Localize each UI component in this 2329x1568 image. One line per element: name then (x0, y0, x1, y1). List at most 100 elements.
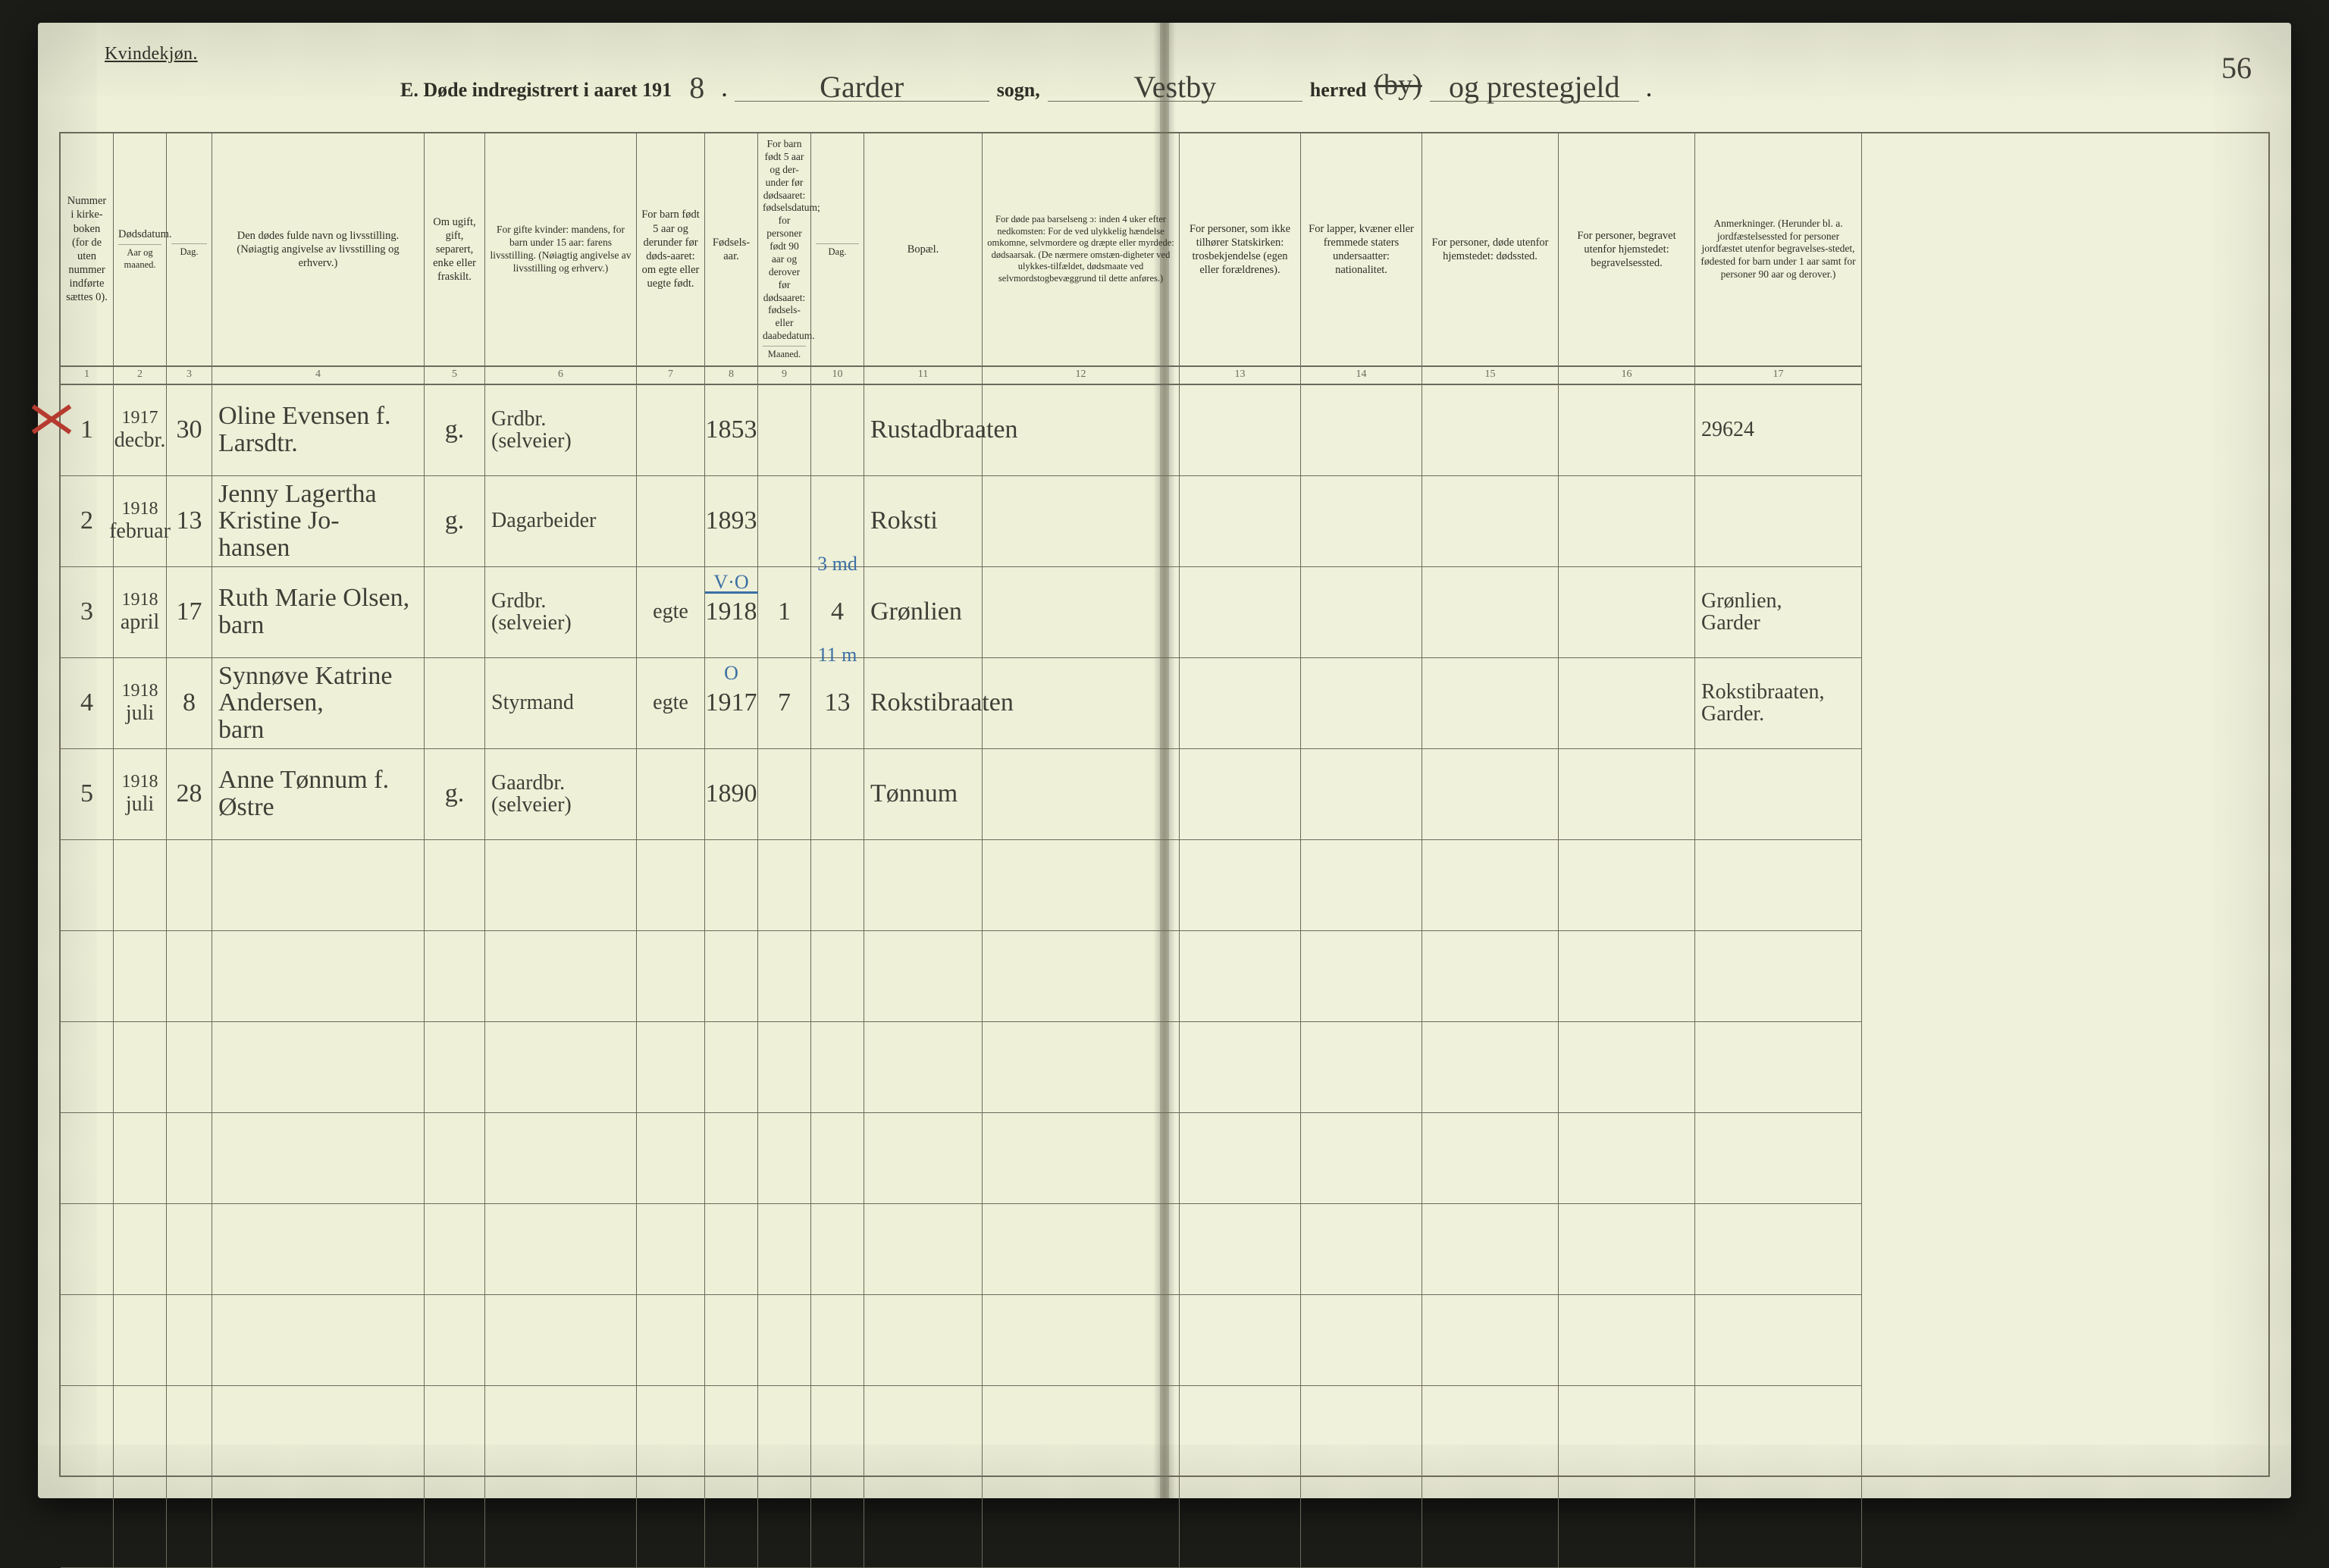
empty-cell (1180, 1204, 1301, 1295)
red-cross-mark (29, 394, 74, 440)
death-day: 17 (167, 567, 212, 658)
nationality (1301, 658, 1422, 749)
empty-cell (114, 1386, 167, 1477)
empty-cell (1301, 1113, 1422, 1204)
birth-month: 1 (758, 567, 811, 658)
empty-cell (1180, 931, 1301, 1022)
empty-cell (114, 1295, 167, 1386)
empty-cell (1422, 1113, 1559, 1204)
empty-cell (864, 1477, 983, 1568)
column-number-row: 1234567891011121314151617 (61, 367, 2268, 385)
empty-cell (1695, 1022, 1862, 1113)
empty-cell (485, 1113, 637, 1204)
column-header-9: For barn født 5 aar og der-under før død… (758, 133, 811, 367)
empty-cell (1422, 931, 1559, 1022)
empty-cell (1695, 1204, 1862, 1295)
empty-cell (485, 1022, 637, 1113)
column-number-3: 3 (167, 367, 212, 385)
empty-cell (758, 840, 811, 931)
column-header-8: Fødsels-aar. (705, 133, 758, 367)
empty-cell (811, 1113, 864, 1204)
burial-place (1559, 749, 1695, 840)
empty-cell (811, 1386, 864, 1477)
column-number-5: 5 (425, 367, 485, 385)
column-header-10: Dag. (811, 133, 864, 367)
empty-cell (1559, 1113, 1695, 1204)
empty-cell (212, 1113, 425, 1204)
empty-cell (811, 1295, 864, 1386)
herred-label: herred (1310, 79, 1367, 102)
column-header-1: Nummer i kirke-boken (for de uten nummer… (61, 133, 114, 367)
empty-cell (425, 1204, 485, 1295)
year-last-digit: 8 (679, 74, 714, 102)
empty-cell (705, 1477, 758, 1568)
occupation: Styrmand (485, 658, 637, 749)
herred-value: Vestby (1048, 74, 1302, 102)
burial-place (1559, 567, 1695, 658)
column-header-label: For personer, som ikke tilhører Statskir… (1184, 222, 1296, 278)
remarks (1695, 476, 1862, 567)
empty-cell (705, 840, 758, 931)
empty-cell (864, 1295, 983, 1386)
empty-cell (864, 1022, 983, 1113)
empty-cell (425, 840, 485, 931)
death-year-month: 1918februar (114, 476, 167, 567)
occupation: Grdbr. (selveier) (485, 385, 637, 476)
empty-cell (425, 1295, 485, 1386)
empty-cell (485, 1204, 637, 1295)
empty-cell (485, 931, 637, 1022)
empty-cell (1559, 1295, 1695, 1386)
empty-cell (1695, 1295, 1862, 1386)
empty-cell (114, 1113, 167, 1204)
empty-cell (864, 1386, 983, 1477)
empty-cell (983, 1477, 1180, 1568)
empty-cell (212, 1477, 425, 1568)
empty-cell (167, 1113, 212, 1204)
empty-cell (1180, 1295, 1301, 1386)
remarks: Rokstibraaten,Garder. (1695, 658, 1862, 749)
empty-cell (425, 1113, 485, 1204)
legitimacy (637, 476, 705, 567)
marital-status: g. (425, 385, 485, 476)
register-table: Nummer i kirke-boken (for de uten nummer… (59, 132, 2270, 1477)
legitimacy (637, 385, 705, 476)
birth-day: 1311 m (811, 658, 864, 749)
empty-cell (114, 1022, 167, 1113)
column-header-label: For personer, døde utenfor hjemstedet: d… (1427, 236, 1553, 263)
empty-cell (212, 1204, 425, 1295)
cause-of-death (983, 658, 1180, 749)
empty-cell (425, 1022, 485, 1113)
birth-year: 1918V·O (705, 567, 758, 658)
empty-cell (811, 1477, 864, 1568)
legitimacy: egte (637, 567, 705, 658)
deceased-name: Synnøve Katrine Andersen,barn (212, 658, 425, 749)
empty-cell (1559, 1022, 1695, 1113)
empty-cell (61, 1204, 114, 1295)
column-number-17: 17 (1695, 367, 1862, 385)
empty-cell (114, 1204, 167, 1295)
empty-cell (983, 931, 1180, 1022)
residence: Rustadbraaten (864, 385, 983, 476)
column-header-label: Den dødes fulde navn og livsstilling. (N… (217, 229, 419, 270)
empty-cell (705, 1022, 758, 1113)
empty-cell (61, 1022, 114, 1113)
empty-cell (61, 931, 114, 1022)
empty-cell (1695, 840, 1862, 931)
column-number-11: 11 (864, 367, 983, 385)
death-year-month: 1917decbr. (114, 385, 167, 476)
empty-cell (212, 931, 425, 1022)
column-header-label: For døde paa barselseng ɔ: inden 4 uker … (987, 214, 1174, 285)
death-year-month: 1918juli (114, 658, 167, 749)
row-number: 1 (61, 385, 114, 476)
column-number-7: 7 (637, 367, 705, 385)
birth-month: 7 (758, 658, 811, 749)
burial-place (1559, 658, 1695, 749)
nationality (1301, 567, 1422, 658)
row-number: 3 (61, 567, 114, 658)
column-header-6: For gifte kvinder: mandens, for barn und… (485, 133, 637, 367)
empty-cell (758, 1477, 811, 1568)
column-header-16: For personer, begravet utenfor hjemstede… (1559, 133, 1695, 367)
empty-cell (212, 1295, 425, 1386)
empty-cell (864, 1113, 983, 1204)
column-subheader: Maaned. (763, 346, 806, 361)
